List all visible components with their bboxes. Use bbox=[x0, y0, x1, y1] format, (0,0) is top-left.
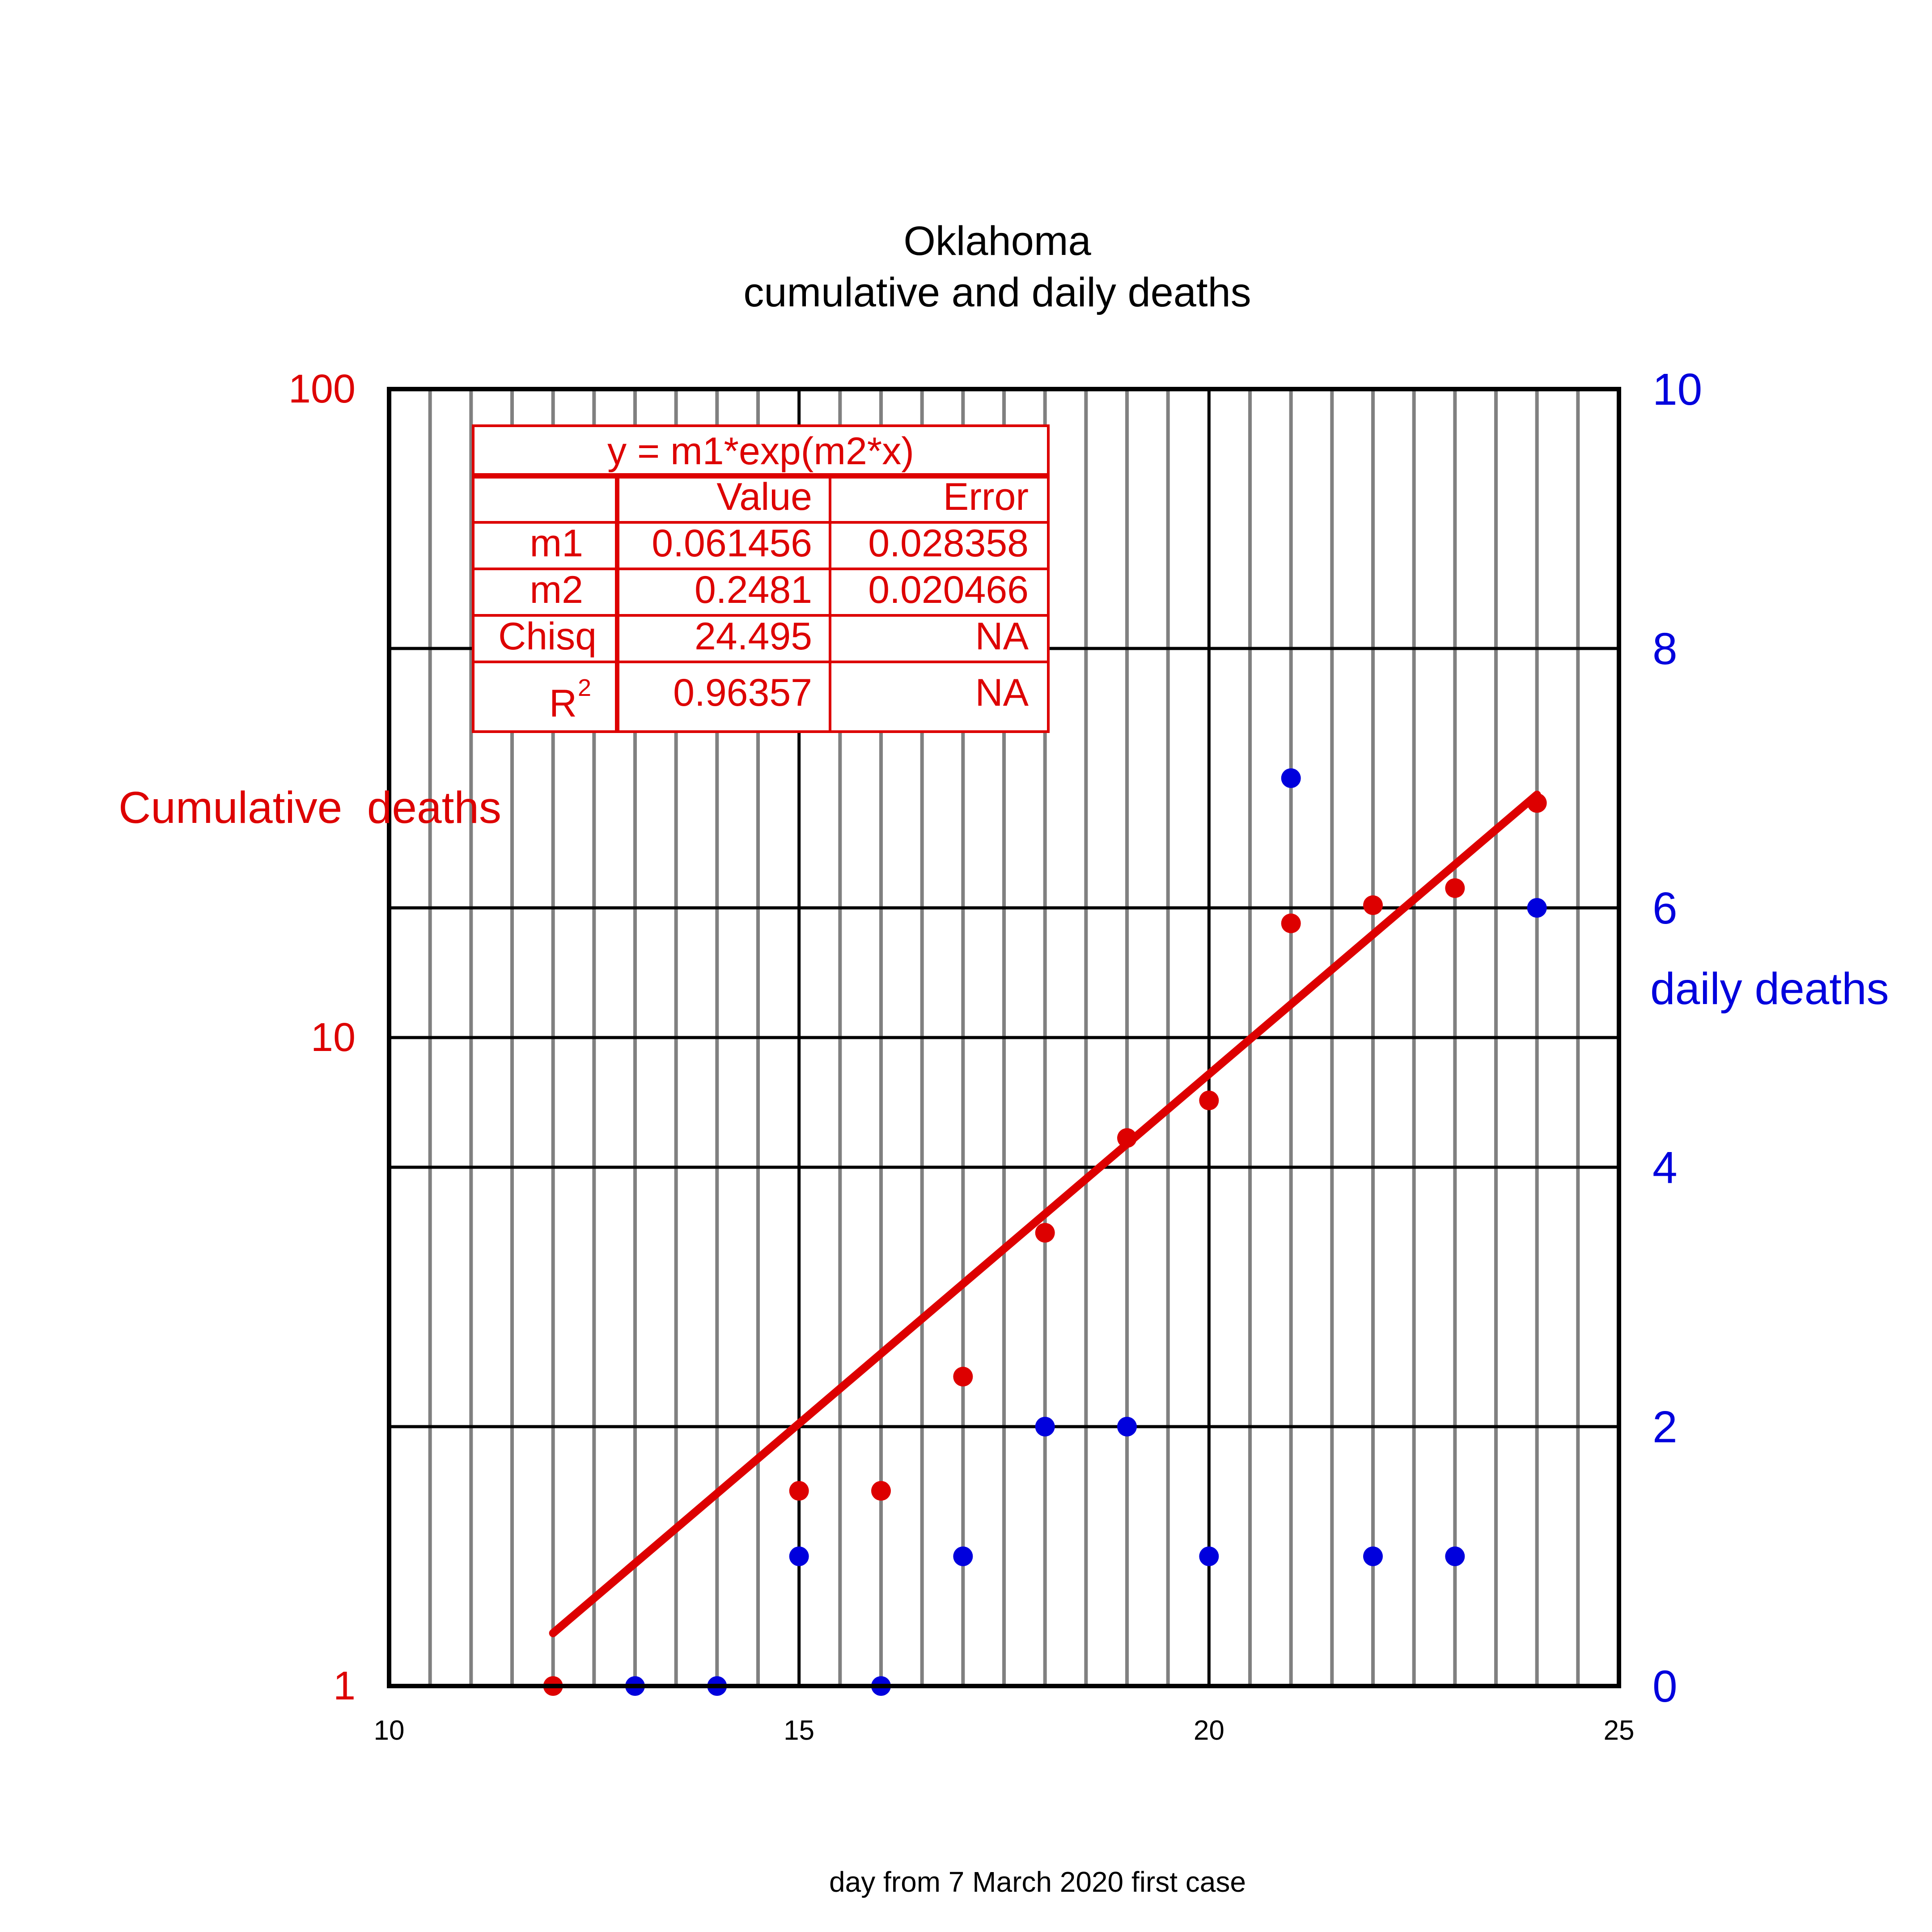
y-right-tick-label: 2 bbox=[1652, 1402, 1678, 1452]
fit-row-m2-value: 0.2481 bbox=[695, 568, 812, 611]
daily-deaths-point bbox=[1527, 898, 1547, 918]
fit-table-equation-cell bbox=[472, 424, 1050, 477]
y-right-axis-label: daily deaths bbox=[1650, 964, 1889, 1014]
cumulative-deaths-point bbox=[1445, 878, 1465, 898]
y-left-tick-label: 1 bbox=[333, 1664, 356, 1708]
fit-parameter-table: y = m1*exp(m2*x) Value Error m1 0.061456… bbox=[472, 424, 1050, 733]
cumulative-deaths-point bbox=[789, 1481, 809, 1501]
cumulative-deaths-point bbox=[1035, 1223, 1055, 1243]
fit-row-chisq-value: 24.495 bbox=[695, 615, 812, 658]
fit-row-m1-value: 0.061456 bbox=[652, 522, 812, 565]
x-tick-label: 10 bbox=[374, 1715, 405, 1746]
fit-row-chisq-label: Chisq bbox=[498, 615, 597, 658]
fit-row-chisq-error: NA bbox=[975, 615, 1029, 658]
daily-deaths-point bbox=[1281, 768, 1301, 788]
fit-row-m2-label: m2 bbox=[530, 568, 583, 611]
x-tick-label: 20 bbox=[1194, 1715, 1224, 1746]
daily-deaths-point bbox=[1445, 1546, 1465, 1566]
cumulative-deaths-point bbox=[1199, 1090, 1219, 1110]
x-tick-label: 25 bbox=[1604, 1715, 1635, 1746]
fit-header-error: Error bbox=[943, 475, 1029, 518]
fit-row-m1-label: m1 bbox=[530, 522, 583, 565]
fit-line-group bbox=[549, 790, 1541, 1637]
y-right-tick-label: 8 bbox=[1652, 624, 1678, 674]
y-right-tick-label: 10 bbox=[1652, 364, 1702, 415]
y-left-tick-labels: 1 10 100 bbox=[288, 367, 356, 1708]
cumulative-deaths-point bbox=[953, 1367, 973, 1387]
x-tick-labels: 10 15 20 25 bbox=[374, 1715, 1635, 1746]
daily-deaths-point bbox=[789, 1546, 809, 1566]
fit-row-r2-label: R bbox=[549, 682, 577, 725]
fit-row-r2-error: NA bbox=[975, 671, 1029, 714]
cumulative-deaths-series bbox=[543, 793, 1547, 1696]
daily-deaths-point bbox=[953, 1546, 973, 1566]
cumulative-deaths-point bbox=[1527, 793, 1547, 813]
y-left-axis-label: Cumulative deaths bbox=[119, 783, 501, 833]
chart-subtitle: cumulative and daily deaths bbox=[743, 270, 1251, 315]
daily-deaths-point bbox=[1035, 1417, 1055, 1436]
fit-row-m1-error: 0.028358 bbox=[868, 522, 1029, 565]
daily-deaths-point bbox=[1199, 1546, 1219, 1566]
daily-deaths-series bbox=[625, 768, 1547, 1696]
y-left-tick-label: 10 bbox=[311, 1015, 356, 1060]
fit-equation: y = m1*exp(m2*x) bbox=[607, 430, 914, 473]
cumulative-deaths-point bbox=[1281, 913, 1301, 933]
fit-line bbox=[549, 790, 1541, 1637]
x-tick-label: 15 bbox=[784, 1715, 814, 1746]
y-right-tick-label: 6 bbox=[1652, 883, 1678, 933]
plot-frame bbox=[387, 387, 1621, 1688]
x-axis-label: day from 7 March 2020 first case bbox=[829, 1866, 1246, 1898]
cumulative-deaths-point bbox=[1117, 1128, 1137, 1148]
cumulative-deaths-point bbox=[871, 1481, 891, 1501]
y-right-tick-labels: 0 2 4 6 8 10 bbox=[1652, 364, 1702, 1712]
y-left-tick-label: 100 bbox=[288, 367, 356, 411]
fit-table-body bbox=[472, 475, 1050, 733]
y-right-tick-label: 4 bbox=[1652, 1143, 1678, 1193]
y-right-tick-label: 0 bbox=[1652, 1661, 1678, 1712]
daily-deaths-point bbox=[1117, 1417, 1137, 1436]
chart-title: Oklahoma bbox=[903, 218, 1091, 264]
fit-header-value: Value bbox=[716, 475, 812, 518]
cumulative-deaths-point bbox=[1363, 895, 1383, 915]
fit-row-r2-value: 0.96357 bbox=[673, 671, 812, 714]
daily-deaths-point bbox=[1363, 1546, 1383, 1566]
fit-row-r2-superscript: 2 bbox=[578, 674, 591, 701]
fit-row-m2-error: 0.020466 bbox=[868, 568, 1029, 611]
